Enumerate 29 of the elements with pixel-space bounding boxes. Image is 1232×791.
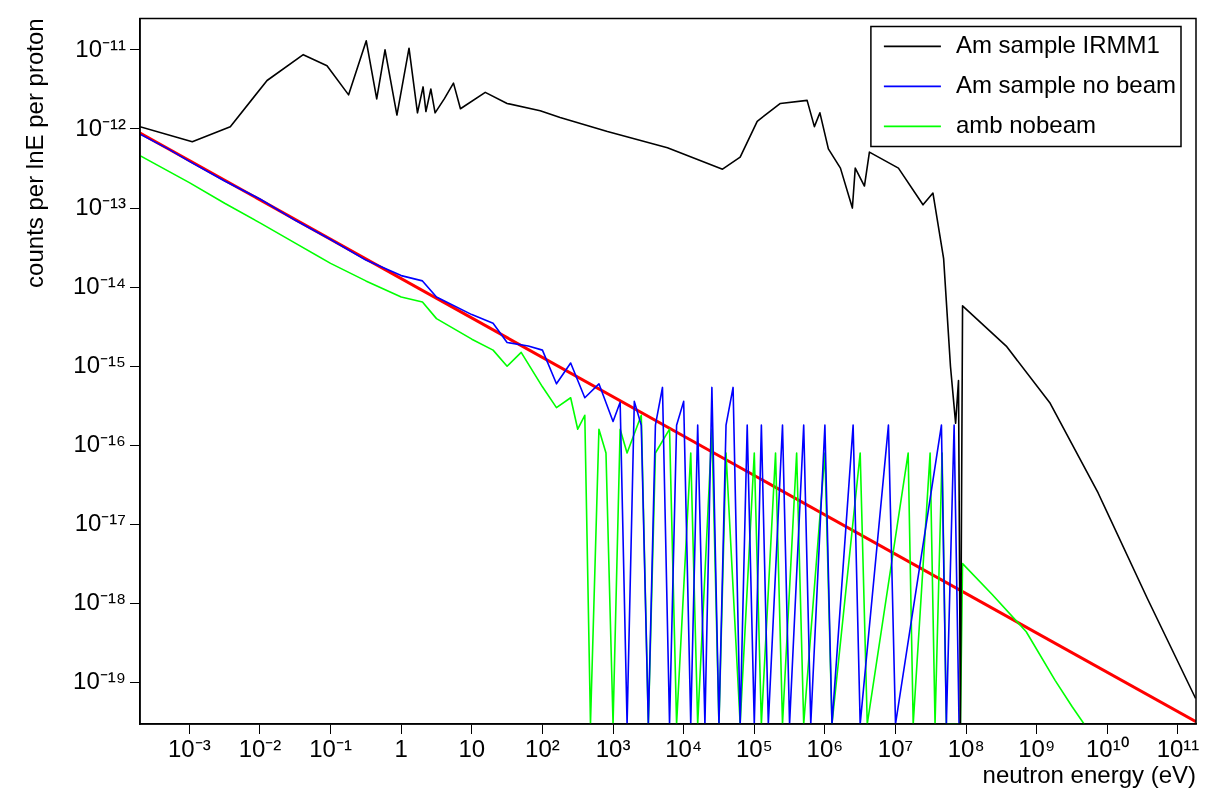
- x-tick-label: 10²: [525, 735, 560, 763]
- x-tick-label: 10⁷: [877, 735, 914, 763]
- x-tick-label: 10¹⁰: [1086, 735, 1129, 763]
- y-tick-label: 10⁻¹⁹: [73, 667, 126, 695]
- x-tick-label: 1: [394, 735, 408, 763]
- y-tick-label: 10⁻¹⁶: [73, 429, 126, 457]
- x-tick-label: 10³: [595, 735, 631, 763]
- x-tick-label: 10⁹: [1018, 735, 1056, 763]
- y-tick-label: 10⁻¹⁴: [73, 271, 126, 299]
- x-tick-label: 10⁸: [947, 735, 985, 763]
- x-tick-label: 10⁴: [665, 735, 703, 763]
- legend-label: Am sample no beam: [955, 71, 1177, 99]
- legend-label: Am sample IRMM1: [955, 31, 1160, 59]
- y-tick-label: 10⁻¹³: [75, 192, 126, 220]
- x-tick-label: 10⁵: [735, 735, 773, 763]
- x-axis-title: neutron energy (eV): [982, 761, 1196, 789]
- x-tick-label: 10⁻²: [238, 735, 282, 763]
- x-tick-label: 10¹¹: [1156, 735, 1200, 763]
- x-tick-label: 10⁶: [806, 735, 844, 763]
- y-tick-label: 10⁻¹¹: [75, 34, 126, 62]
- x-tick-label: 10⁻¹: [309, 735, 352, 763]
- y-axis-title: counts per lnE per proton: [21, 18, 49, 288]
- y-tick-label: 10⁻¹²: [75, 113, 126, 141]
- x-tick-label: 10: [458, 735, 486, 763]
- y-tick-label: 10⁻¹⁷: [74, 509, 126, 537]
- y-tick-label: 10⁻¹⁸: [73, 588, 126, 616]
- y-tick-label: 10⁻¹⁵: [73, 350, 126, 378]
- x-tick-label: 10⁻³: [168, 735, 211, 763]
- legend-label: amb nobeam: [955, 111, 1096, 139]
